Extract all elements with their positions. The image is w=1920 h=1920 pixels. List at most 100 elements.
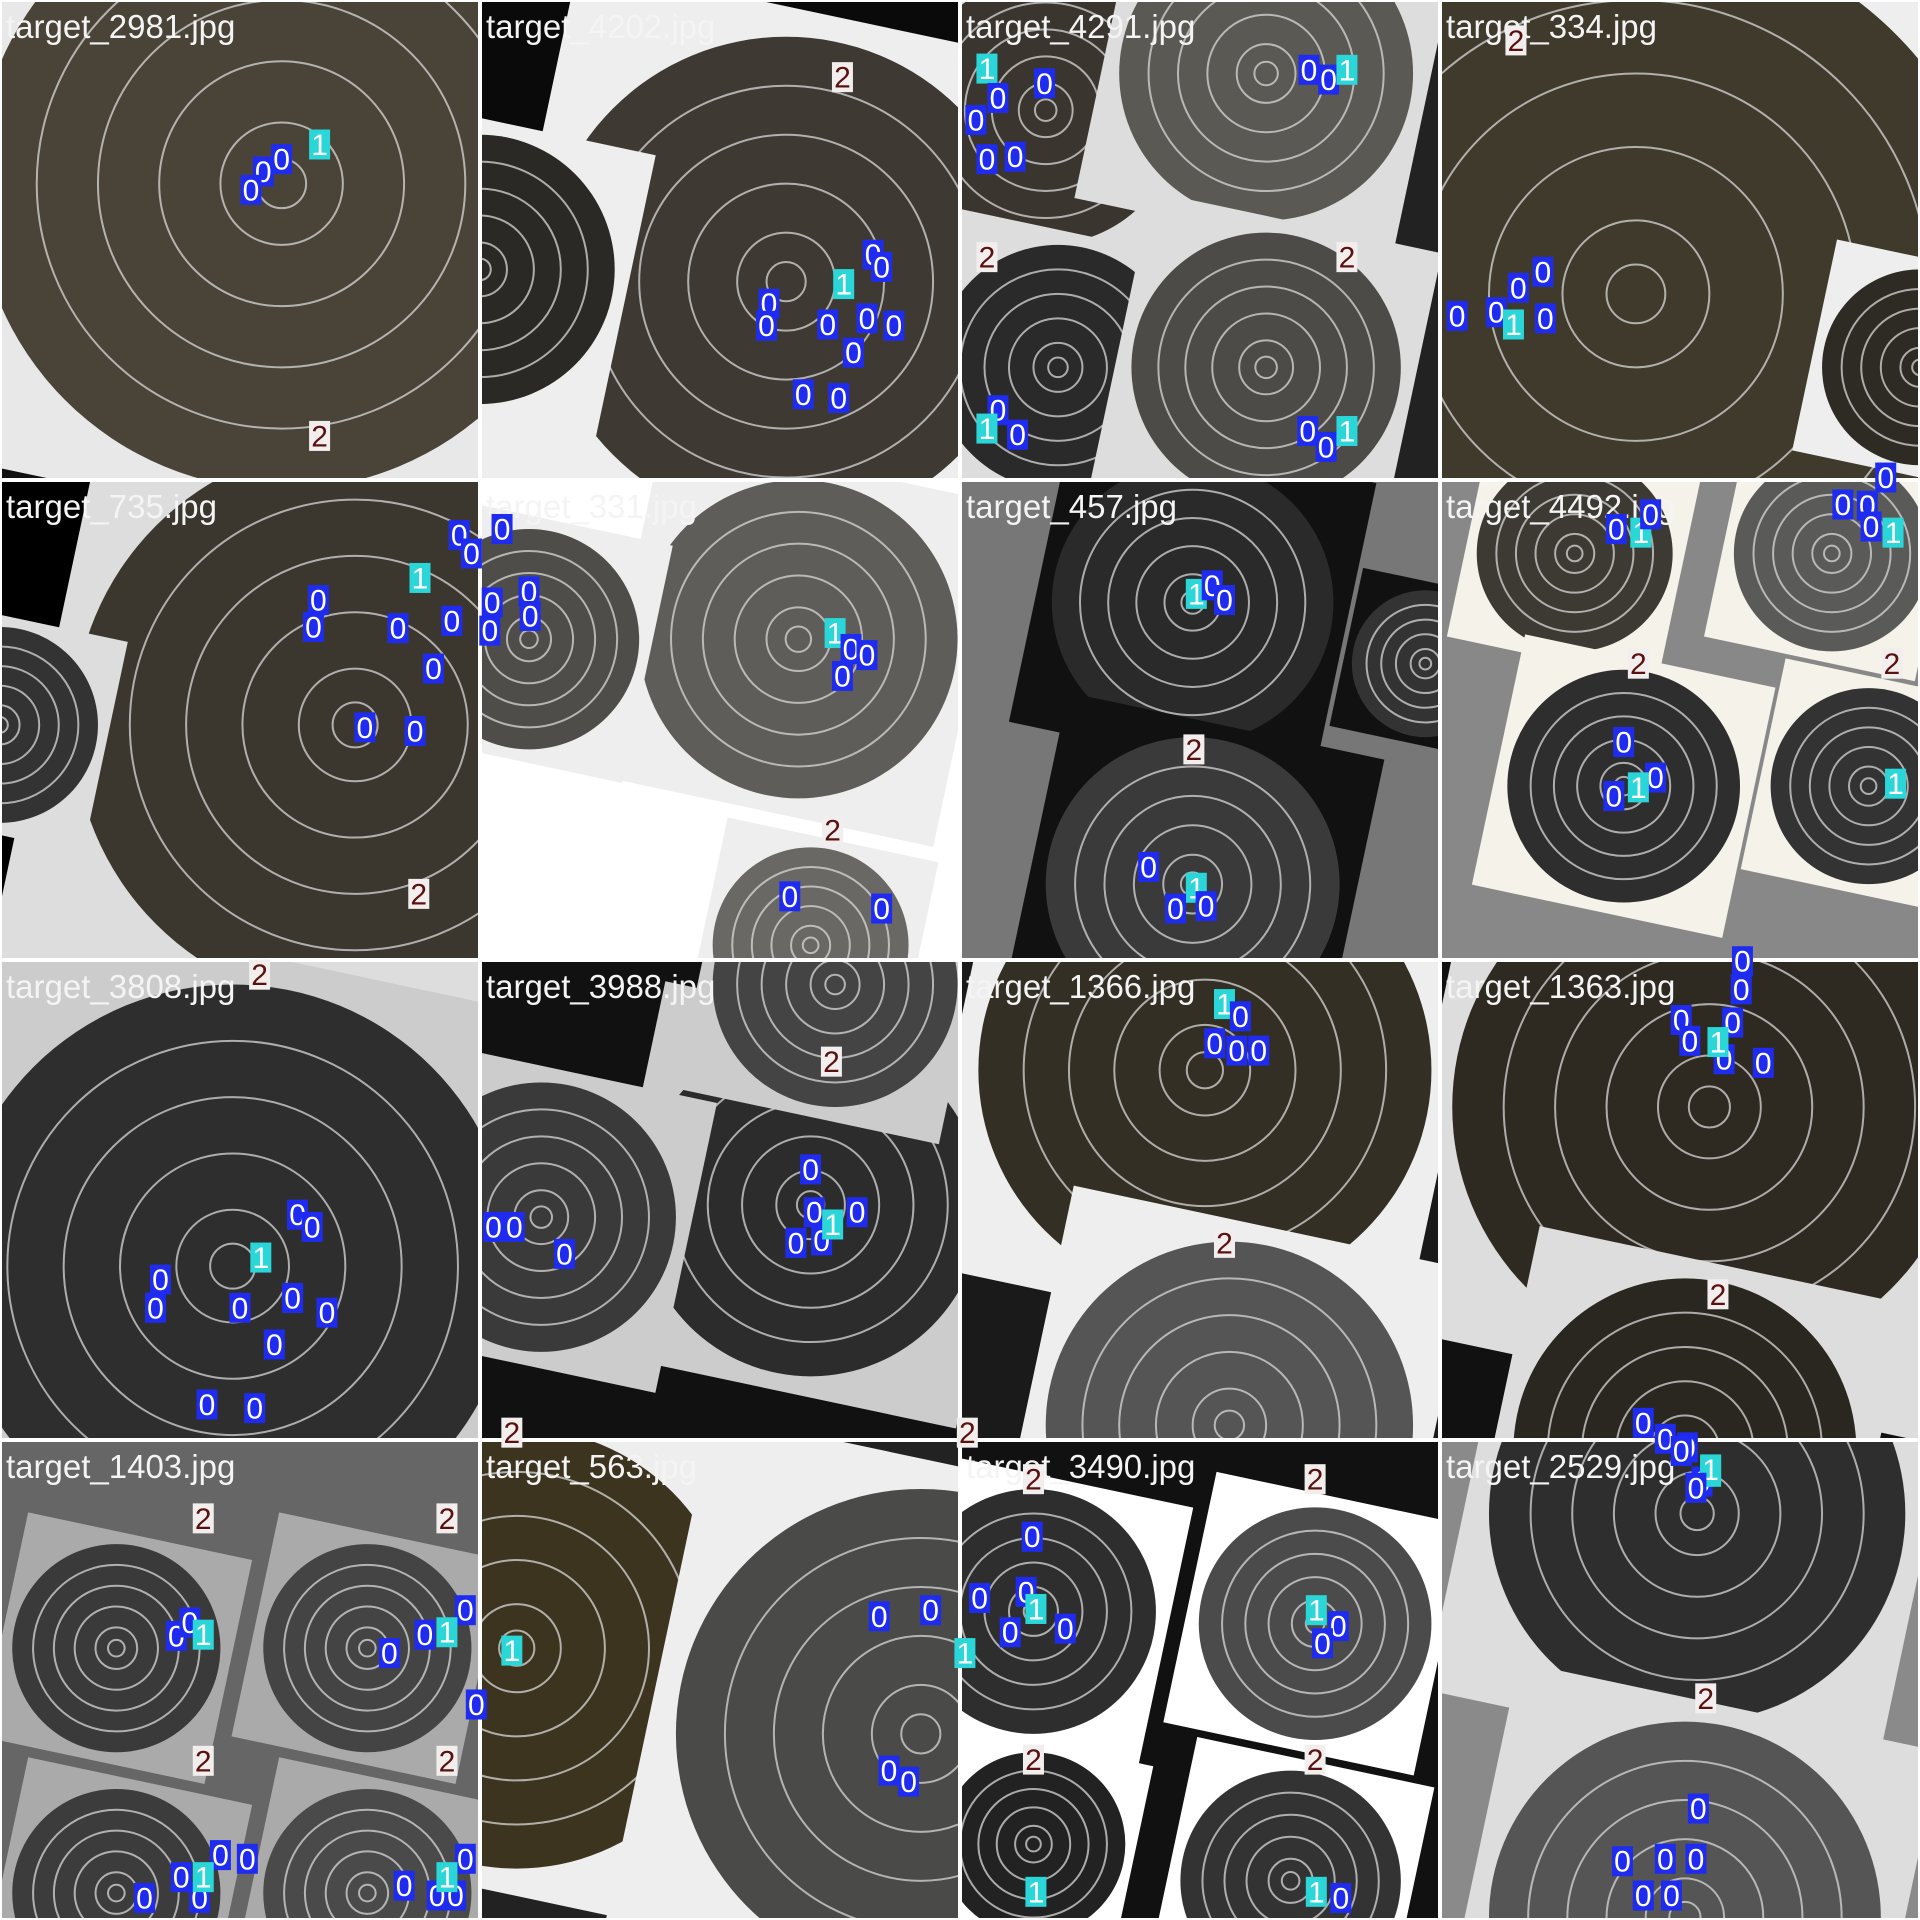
label-class: 2 [410, 878, 427, 911]
tile: target_1363.jpg [1440, 960, 1920, 1440]
label-class: 1 [1308, 1876, 1325, 1909]
target-ring [1808, 726, 1920, 846]
label-class: 0 [886, 310, 903, 343]
label-class: 0 [1663, 1880, 1680, 1913]
label-box [454, 1595, 476, 1626]
target-ring [1007, 317, 1108, 418]
tile-border [1440, 480, 1920, 960]
label-class: 0 [971, 1582, 988, 1615]
label-box [976, 413, 998, 444]
label-box [920, 1595, 942, 1626]
label-class: 1 [1339, 54, 1356, 87]
label-class: 2 [1025, 1744, 1042, 1777]
label-box [831, 62, 853, 93]
target-face [541, 36, 960, 480]
label-box [1336, 242, 1358, 273]
label-box [249, 959, 271, 990]
label-class: 2 [503, 1417, 520, 1450]
label-box [822, 815, 844, 846]
target-face [480, 134, 615, 405]
label-box [192, 1619, 214, 1650]
label-box [976, 53, 998, 84]
label-box [1632, 1880, 1654, 1911]
target-ring [1529, 1440, 1865, 1681]
target-ring [750, 885, 871, 960]
target-ring [1668, 1900, 1702, 1920]
target-face [1051, 480, 1334, 744]
target-ring [1772, 493, 1892, 614]
label-class: 0 [1537, 303, 1554, 336]
label-box [1505, 25, 1527, 56]
label-class: 0 [232, 1292, 249, 1325]
target-ring [1380, 618, 1440, 709]
label-class: 0 [443, 605, 460, 638]
target-ring [1514, 493, 1635, 614]
label-box [976, 144, 998, 175]
label-box [408, 878, 430, 909]
target-ring [480, 1108, 650, 1326]
target-face [1476, 480, 1673, 652]
target-ring [1554, 532, 1596, 575]
label-class: 0 [390, 613, 407, 646]
tile-border [480, 0, 960, 480]
label-box [828, 382, 850, 413]
label-class: 2 [1630, 648, 1647, 681]
label-class: 0 [1320, 64, 1337, 97]
label-class: 2 [439, 1503, 456, 1536]
target-face [639, 480, 958, 799]
target-ring [1565, 544, 1584, 563]
label-box [192, 1862, 214, 1893]
target-ring [1135, 545, 1250, 660]
label-box [436, 1503, 458, 1534]
label-class: 0 [463, 538, 480, 571]
target-ring [1552, 715, 1695, 857]
label-class: 0 [1024, 1521, 1041, 1554]
target-ring [480, 572, 597, 707]
target-ring [731, 865, 890, 960]
label-box [481, 587, 503, 618]
tile: target_4291.jpg [960, 0, 1440, 480]
target-ring [185, 554, 480, 895]
label-box [1534, 303, 1556, 334]
label-box [501, 1635, 523, 1666]
target-ring [824, 973, 846, 996]
label-box [309, 420, 331, 451]
label-class: 0 [859, 303, 876, 336]
label-class: 0 [1755, 1047, 1772, 1080]
label-class: 0 [1057, 1613, 1074, 1646]
label-class: 0 [457, 1843, 474, 1876]
filename: target_3490.jpg [966, 1448, 1195, 1485]
label-box [436, 1617, 458, 1648]
label-box [1022, 1744, 1044, 1775]
label-box [1485, 297, 1507, 328]
label-class: 1 [412, 562, 429, 595]
label-box [240, 174, 262, 205]
label-box [1875, 462, 1897, 493]
target-ring [1157, 258, 1375, 477]
label-box [1022, 1464, 1044, 1495]
target-ring [107, 1883, 126, 1903]
filename: target_3988.jpg [486, 968, 715, 1005]
target-ring [765, 261, 807, 303]
label-class: 1 [1216, 989, 1233, 1022]
target-ring [1791, 513, 1873, 594]
label-box [856, 303, 878, 334]
label-class: 1 [1887, 768, 1904, 801]
label-box [501, 1417, 523, 1448]
target-ring [1365, 603, 1440, 724]
label-box [1632, 1407, 1654, 1438]
target-ring [1074, 765, 1312, 960]
target-face [263, 1789, 472, 1920]
target-ring [1113, 978, 1297, 1162]
label-box [436, 1862, 458, 1893]
label-box [170, 1862, 192, 1893]
label-box [1304, 1464, 1326, 1495]
target-ring [785, 960, 886, 1035]
label-class: 0 [468, 1689, 485, 1722]
label-class: 0 [417, 1619, 434, 1652]
label-class: 2 [834, 62, 851, 95]
target-face [1822, 269, 1920, 466]
target-ring [128, 498, 480, 952]
target-face [0, 0, 480, 480]
filename: target_563.jpg [486, 1448, 697, 1485]
